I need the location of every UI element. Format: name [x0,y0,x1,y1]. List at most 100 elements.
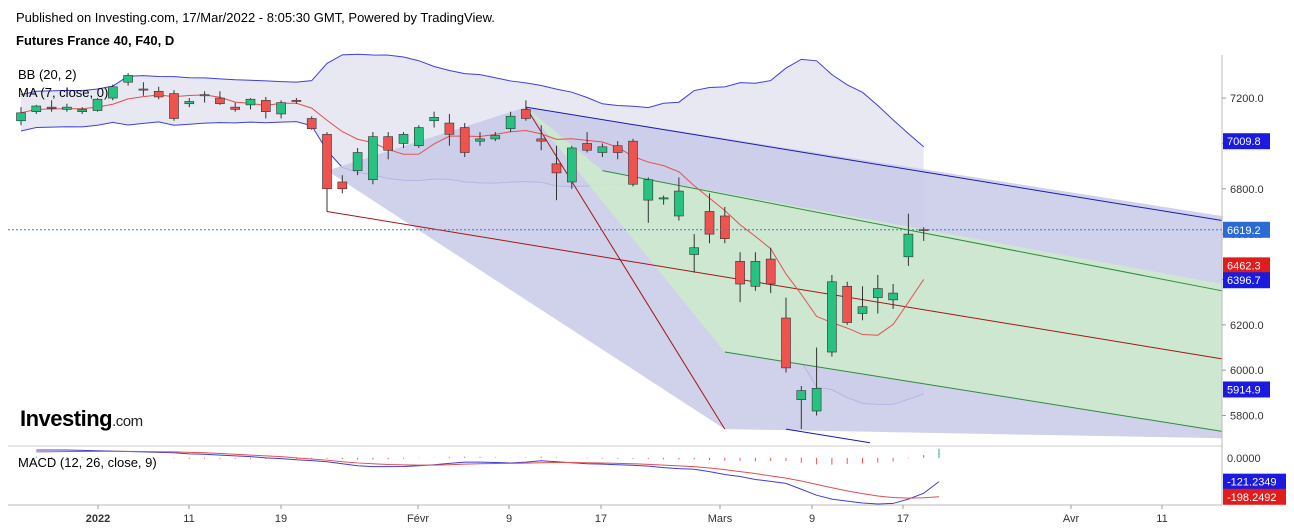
date-tick-label: 19 [275,513,287,525]
channel-mid-lower-line [724,351,1223,432]
candle-body [169,93,179,119]
signal-line [36,450,940,499]
price-tag-bg [1223,221,1270,238]
macd-tag: -121.2349 [1223,473,1286,490]
candle-body [123,75,133,83]
price-tag-label: 7009.8 [1227,136,1261,148]
candle [123,73,133,86]
candle [16,107,26,126]
macd-line [36,449,940,505]
candle-body [138,88,149,91]
candle [674,177,684,221]
candle-body [796,390,807,400]
candle-body [628,140,638,185]
candle-body [719,215,730,239]
price-tag-label: 6462.3 [1227,260,1261,272]
candle-body [230,106,240,110]
candle [551,145,562,201]
candle [322,132,332,212]
candle [857,286,868,321]
price-tick-label: 6200.0 [1230,320,1264,332]
channel-diagonal-line [525,106,726,430]
candle [46,100,57,112]
candle-body [521,109,531,119]
price-plot [8,53,1223,444]
candle-body [62,106,72,110]
macd-tag-label: -198.2492 [1227,492,1277,504]
macd-tag: -198.2492 [1223,488,1286,505]
candle [796,386,807,430]
candle [398,132,409,148]
candle [260,96,271,119]
candle [459,123,470,158]
candle-body [31,105,42,112]
candle [352,147,363,176]
candle [184,98,195,108]
bb-upper-line [20,53,925,148]
candle [566,145,577,189]
candle-body [383,136,394,151]
price-tick-label: 6800.0 [1230,184,1264,196]
candle-body [765,258,776,285]
candle-body [260,100,271,112]
date-tick-label: 11 [1156,513,1167,525]
candle [337,175,348,194]
candle-body [16,112,26,122]
candle-body [322,134,332,190]
candle [291,98,302,104]
ma-indicator-label[interactable]: MA (7, close, 0) [18,85,109,100]
candle [199,91,210,103]
candle-body [674,190,684,217]
price-tag-label: 6396.7 [1227,275,1261,287]
candle [490,132,501,142]
price-tag: 7009.8 [1223,133,1270,150]
candle-body [704,211,715,235]
candle-body [582,143,592,151]
macd-indicator-label[interactable]: MACD (12, 26, close, 9) [18,455,157,470]
price-tag-bg [1223,133,1270,150]
candle [368,132,378,185]
candle-body [597,146,608,153]
candlesticks [16,73,929,430]
candle-body [77,109,87,112]
candle [750,252,761,291]
candle-body [291,100,302,102]
date-tick-label: Avr [1063,513,1080,525]
candle-body [153,90,164,98]
date-tick-label: Mars [708,513,733,525]
date-tick-label: Févr [407,513,429,525]
published-caption: Published on Investing.com, 17/Mar/2022 … [16,10,495,25]
candle-body [750,261,761,287]
channel-median-line [326,210,1223,360]
candle [383,132,394,160]
channel-mid-upper-line [602,170,1223,292]
date-tick-label: 11 [183,513,194,525]
candle [643,177,654,223]
candle [62,103,72,112]
candle [521,100,531,121]
candle-body [689,247,700,255]
candle-body [46,106,57,109]
candle [92,98,103,112]
date-axis: 2022 11 19 Févr 9 17 Mars 9 17 Avr 11 [8,504,1222,525]
candle [505,111,516,133]
candle [138,82,149,96]
price-tick-label: 5800.0 [1230,411,1264,423]
candle-body [444,122,455,135]
candle-body [536,138,547,142]
candle-body [643,179,654,201]
instrument-title: Futures France 40, F40, D [16,33,175,48]
candle [169,90,179,121]
price-tag: 6619.2 [1223,221,1270,238]
candle-body [490,135,501,140]
candle [765,247,776,294]
candle-body [827,281,837,353]
candle [108,84,118,101]
macd-tag-label: -121.2349 [1227,477,1277,489]
candle [827,274,837,357]
candle [306,116,317,130]
bb-indicator-label[interactable]: BB (20, 2) [18,67,77,82]
candle-body [566,147,577,183]
candle [77,107,87,114]
